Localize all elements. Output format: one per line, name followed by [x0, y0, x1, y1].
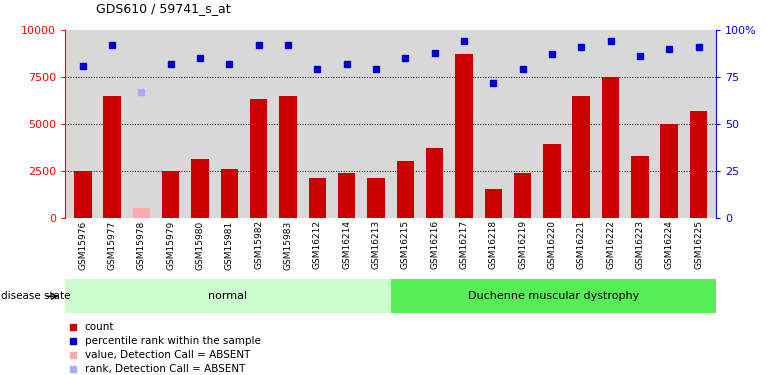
Bar	[391, 279, 716, 313]
Bar	[367, 178, 385, 218]
Bar	[74, 171, 91, 217]
Bar	[221, 169, 238, 217]
Text: count: count	[84, 322, 114, 332]
Bar	[514, 172, 532, 217]
Bar	[397, 161, 414, 218]
Bar	[543, 144, 561, 218]
Bar	[280, 96, 296, 218]
Text: normal: normal	[208, 291, 247, 301]
Bar	[133, 208, 150, 218]
Bar	[455, 54, 473, 217]
Bar	[572, 96, 590, 218]
Bar	[309, 178, 326, 218]
Text: rank, Detection Call = ABSENT: rank, Detection Call = ABSENT	[84, 364, 245, 374]
Text: GDS610 / 59741_s_at: GDS610 / 59741_s_at	[96, 2, 231, 15]
Bar	[338, 172, 355, 217]
Bar	[250, 99, 267, 218]
Bar	[631, 156, 649, 218]
Bar	[162, 171, 179, 217]
Bar	[65, 279, 391, 313]
Bar	[426, 148, 444, 217]
Text: value, Detection Call = ABSENT: value, Detection Call = ABSENT	[84, 350, 250, 360]
Bar	[602, 77, 620, 218]
Text: disease state: disease state	[1, 291, 70, 301]
Bar	[690, 111, 708, 218]
Text: Duchenne muscular dystrophy: Duchenne muscular dystrophy	[468, 291, 639, 301]
Bar	[192, 159, 209, 218]
Bar	[660, 124, 678, 218]
Text: percentile rank within the sample: percentile rank within the sample	[84, 336, 260, 346]
Bar	[485, 189, 502, 217]
Bar	[103, 96, 121, 218]
